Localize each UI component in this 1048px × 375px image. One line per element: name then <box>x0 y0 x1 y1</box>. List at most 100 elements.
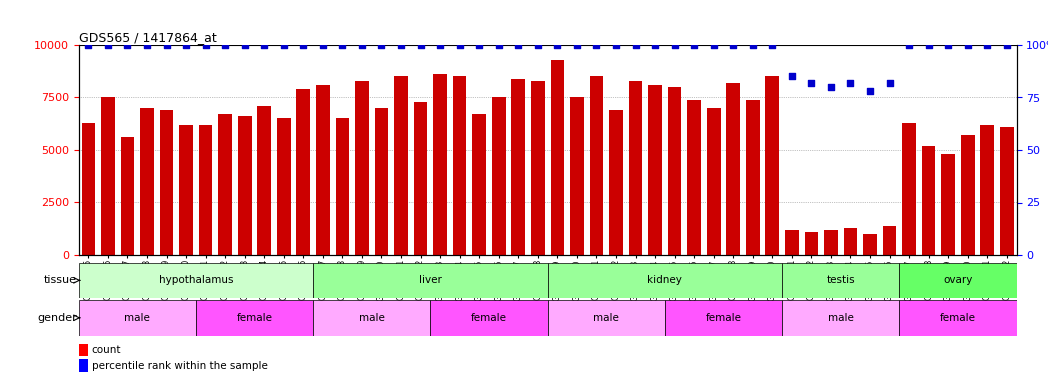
FancyBboxPatch shape <box>79 300 196 336</box>
Point <box>256 42 272 48</box>
FancyBboxPatch shape <box>664 300 782 336</box>
FancyBboxPatch shape <box>79 262 313 298</box>
Point <box>568 42 585 48</box>
Text: ovary: ovary <box>943 275 973 285</box>
Text: gender: gender <box>37 313 77 323</box>
Bar <box>805 232 818 255</box>
Bar <box>746 100 760 255</box>
Point <box>784 74 801 80</box>
Bar <box>218 114 232 255</box>
Bar <box>785 230 799 255</box>
Point <box>314 42 331 48</box>
Point <box>294 42 311 48</box>
Bar <box>394 76 408 255</box>
FancyBboxPatch shape <box>547 300 664 336</box>
Point <box>823 84 839 90</box>
Point <box>843 80 859 86</box>
Point <box>490 42 507 48</box>
FancyBboxPatch shape <box>782 262 899 298</box>
Text: male: male <box>828 313 854 323</box>
Text: male: male <box>125 313 150 323</box>
Bar <box>355 81 369 255</box>
Bar <box>82 123 95 255</box>
Point <box>80 42 96 48</box>
Point <box>803 80 820 86</box>
Text: testis: testis <box>827 275 855 285</box>
Bar <box>414 102 428 255</box>
Text: tissue: tissue <box>44 275 77 285</box>
Bar <box>453 76 466 255</box>
Point <box>764 42 781 48</box>
Bar <box>706 108 721 255</box>
Bar <box>316 85 330 255</box>
Bar <box>961 135 975 255</box>
Point <box>217 42 234 48</box>
Point <box>373 42 390 48</box>
Bar <box>550 60 564 255</box>
Text: count: count <box>91 345 122 355</box>
Text: female: female <box>471 313 507 323</box>
Text: hypothalamus: hypothalamus <box>158 275 233 285</box>
Point <box>510 42 527 48</box>
Bar <box>864 234 877 255</box>
Bar <box>531 81 545 255</box>
Bar <box>765 76 779 255</box>
Point <box>861 88 878 94</box>
Point <box>959 42 976 48</box>
Bar <box>335 118 349 255</box>
Point <box>178 42 195 48</box>
Point <box>236 42 253 48</box>
Bar <box>981 125 995 255</box>
Point <box>979 42 996 48</box>
Point <box>881 80 898 86</box>
FancyBboxPatch shape <box>547 262 782 298</box>
FancyBboxPatch shape <box>313 262 547 298</box>
Point <box>667 42 683 48</box>
Bar <box>433 74 446 255</box>
Text: GDS565 / 1417864_at: GDS565 / 1417864_at <box>79 31 216 44</box>
Point <box>452 42 468 48</box>
FancyBboxPatch shape <box>196 300 313 336</box>
Text: percentile rank within the sample: percentile rank within the sample <box>91 361 267 371</box>
Bar <box>590 76 604 255</box>
Bar <box>140 108 154 255</box>
Text: liver: liver <box>419 275 442 285</box>
Point <box>412 42 429 48</box>
Bar <box>297 89 310 255</box>
Bar <box>1000 127 1013 255</box>
FancyBboxPatch shape <box>313 300 431 336</box>
Point <box>393 42 410 48</box>
Point <box>158 42 175 48</box>
Bar <box>277 118 290 255</box>
Point <box>627 42 643 48</box>
Point <box>471 42 487 48</box>
Bar <box>902 123 916 255</box>
Bar <box>473 114 486 255</box>
Bar <box>609 110 623 255</box>
Bar <box>668 87 681 255</box>
Point <box>119 42 136 48</box>
Point <box>608 42 625 48</box>
Bar <box>179 125 193 255</box>
Bar <box>649 85 662 255</box>
Bar <box>844 228 857 255</box>
Point <box>725 42 742 48</box>
Bar <box>258 106 271 255</box>
Bar <box>159 110 173 255</box>
Bar <box>238 116 252 255</box>
FancyBboxPatch shape <box>899 300 1017 336</box>
Bar <box>79 360 88 372</box>
Point <box>685 42 702 48</box>
Bar <box>941 154 955 255</box>
FancyBboxPatch shape <box>782 300 899 336</box>
Point <box>197 42 214 48</box>
Text: female: female <box>237 313 272 323</box>
Text: kidney: kidney <box>648 275 682 285</box>
Point <box>549 42 566 48</box>
Point <box>744 42 761 48</box>
Point <box>432 42 449 48</box>
Bar <box>79 344 88 356</box>
Bar <box>629 81 642 255</box>
Text: female: female <box>940 313 976 323</box>
Point <box>705 42 722 48</box>
